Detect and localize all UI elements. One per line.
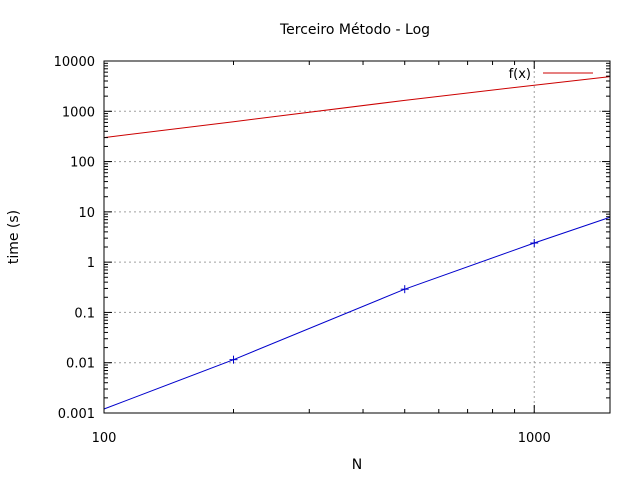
y-tick-label: 1 [87, 256, 95, 271]
data-point [400, 285, 409, 294]
y-tick-label: 10 [78, 206, 95, 221]
grid-layer [104, 61, 610, 413]
x-ticks: 100 1000 [92, 61, 551, 446]
y-axis-title: time (s) [6, 210, 22, 264]
data-point [229, 355, 238, 364]
series-layer [103, 76, 611, 410]
x-tick-label: 1000 [518, 431, 551, 446]
plot-frame [103, 60, 611, 414]
y-tick-label: 0.01 [66, 357, 95, 372]
y-tick-label: 0.001 [58, 407, 95, 422]
legend: f(x) [509, 67, 593, 82]
y-tick-label: 10000 [54, 55, 95, 70]
series-line-fx [103, 76, 611, 139]
y-tick-label: 0.1 [74, 306, 95, 321]
x-tick-label: 100 [92, 431, 117, 446]
y-tick-label: 1000 [62, 105, 95, 120]
y-tick-label: 100 [70, 156, 95, 171]
legend-label: f(x) [509, 67, 531, 82]
chart-title: Terceiro Método - Log [279, 22, 430, 38]
data-point [530, 239, 539, 248]
x-axis-title: N [352, 457, 362, 473]
y-ticks: 0.001 0.01 0.1 1 10 100 1000 10000 [54, 55, 610, 422]
